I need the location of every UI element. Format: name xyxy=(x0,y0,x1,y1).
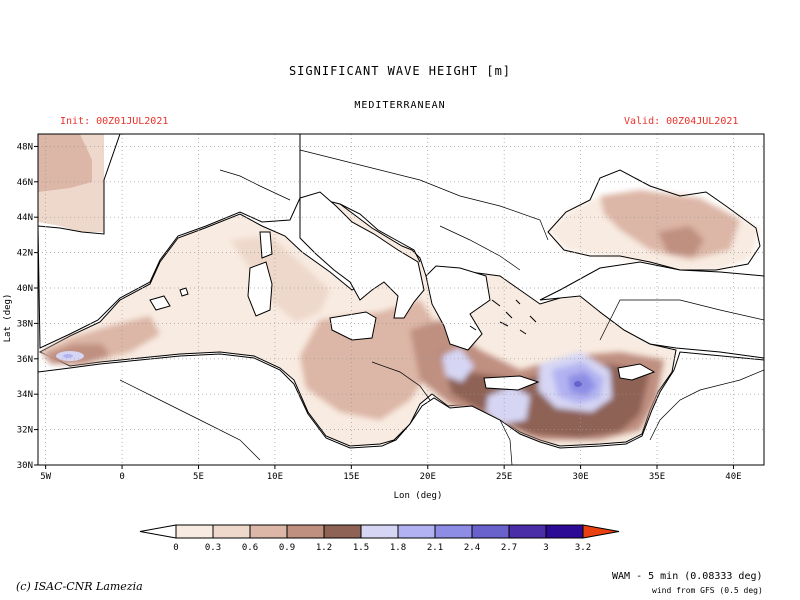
colorbar-over-triangle xyxy=(582,524,620,539)
x-axis-label: Lon (deg) xyxy=(394,491,443,501)
colorbar-label: 3 xyxy=(543,543,548,553)
x-tick-label: 15E xyxy=(343,472,359,482)
y-axis-label: Lat (deg) xyxy=(3,294,13,343)
x-tick-label: 20E xyxy=(420,472,436,482)
black-sea-mid xyxy=(600,190,740,260)
ionian-west-patch xyxy=(442,348,474,382)
corsica xyxy=(259,231,273,259)
colorbar-label: 0.9 xyxy=(279,543,295,553)
colorbar-label: 0.6 xyxy=(242,543,258,553)
cyprus xyxy=(617,363,656,381)
y-tick-label: 48N xyxy=(17,142,33,152)
land-masses xyxy=(38,134,764,465)
colorbar-swatch xyxy=(471,524,510,539)
colorbar-label: 3.2 xyxy=(575,543,591,553)
border-algeria-morocco xyxy=(119,379,261,461)
colorbar-swatch xyxy=(508,524,547,539)
alboran-center xyxy=(63,354,73,358)
model-info: WAM - 5 min (0.08333 deg) xyxy=(612,571,763,582)
aegean-islands xyxy=(469,299,537,335)
y-tick-label: 30N xyxy=(17,461,33,471)
border-levant xyxy=(649,369,764,441)
credit-text: (c) ISAC-CNR Lamezia xyxy=(16,580,143,593)
colorbar-label: 1.5 xyxy=(353,543,369,553)
border-middle-east xyxy=(599,299,764,341)
black-sea-east xyxy=(658,226,704,256)
colorbar-swatch xyxy=(175,524,214,539)
colorbar-swatch xyxy=(249,524,288,539)
colorbar-label: 0.3 xyxy=(205,543,221,553)
x-axis-ticks: 5W 0 5E 10E 15E 20E 25E 30E 35E 40E xyxy=(40,465,742,482)
black-sea-outline xyxy=(547,169,761,271)
x-tick-label: 5W xyxy=(40,472,51,482)
y-axis-ticks: 30N 32N 34N 36N 38N 40N 42N 44N 46N 48N xyxy=(17,142,38,471)
colorbar-swatch xyxy=(545,524,584,539)
south-crete-high xyxy=(486,386,530,424)
colorbar-label: 2.7 xyxy=(501,543,517,553)
lat-lon-grid xyxy=(38,134,764,465)
colorbar-swatch xyxy=(397,524,436,539)
wave-height-fields xyxy=(40,190,760,440)
y-tick-label: 46N xyxy=(17,178,33,188)
sicily xyxy=(329,311,377,341)
colorbar-label: 2.4 xyxy=(464,543,480,553)
plot-frame xyxy=(37,133,765,466)
x-tick-label: 10E xyxy=(267,472,283,482)
turkey-landmass xyxy=(539,261,764,359)
country-borders xyxy=(119,149,764,465)
adriatic-east-coast xyxy=(339,203,421,263)
sardinia xyxy=(247,261,273,317)
border-libya-egypt xyxy=(499,419,513,465)
colorbar-label: 1.8 xyxy=(390,543,406,553)
y-tick-label: 44N xyxy=(17,213,33,223)
wind-source: wind from GFS (0.5 deg) xyxy=(652,586,763,595)
colorbar-label: 2.1 xyxy=(427,543,443,553)
y-tick-label: 38N xyxy=(17,319,33,329)
colorbar-under-triangle xyxy=(139,524,177,539)
y-tick-label: 36N xyxy=(17,355,33,365)
colorbar-swatch xyxy=(434,524,473,539)
init-time: Init: 00Z01JUL2021 xyxy=(60,116,169,127)
x-tick-label: 35E xyxy=(649,472,665,482)
y-tick-label: 40N xyxy=(17,284,33,294)
border-central-europe xyxy=(299,149,549,241)
border-balkans xyxy=(439,225,521,271)
crete xyxy=(483,375,540,391)
chart-title: SIGNIFICANT WAVE HEIGHT [m] xyxy=(288,64,512,78)
x-tick-label: 40E xyxy=(725,472,741,482)
valid-time: Valid: 00Z04JUL2021 xyxy=(624,116,739,127)
colorbar-swatch xyxy=(360,524,399,539)
bay-of-biscay-inner xyxy=(38,134,92,192)
italy-landmass xyxy=(299,191,425,319)
region-subtitle: MEDITERRANEAN xyxy=(354,100,446,111)
border-libya-tunisia xyxy=(371,361,431,401)
colorbar-swatch xyxy=(323,524,362,539)
north-africa-landmass xyxy=(38,351,764,465)
y-tick-label: 34N xyxy=(17,390,33,400)
map-frame-content xyxy=(38,134,764,465)
levant-center xyxy=(574,381,582,387)
x-tick-label: 5E xyxy=(193,472,204,482)
colorbar-label: 1.2 xyxy=(316,543,332,553)
coastline-details xyxy=(339,203,537,335)
colorbar-swatch xyxy=(212,524,251,539)
y-tick-label: 32N xyxy=(17,426,33,436)
border-france-italy xyxy=(219,169,291,201)
x-tick-label: 30E xyxy=(572,472,588,482)
balearic-islands xyxy=(149,287,189,311)
x-tick-label: 25E xyxy=(496,472,512,482)
tyrrhenian-band xyxy=(230,236,330,322)
y-tick-label: 42N xyxy=(17,249,33,259)
colorbar: 0 0.3 0.6 0.9 1.2 1.5 1.8 2.1 2.4 2.7 3 3.2 xyxy=(139,524,620,553)
colorbar-label: 0 xyxy=(173,543,178,553)
x-tick-label: 0 xyxy=(119,472,124,482)
colorbar-swatch xyxy=(286,524,325,539)
